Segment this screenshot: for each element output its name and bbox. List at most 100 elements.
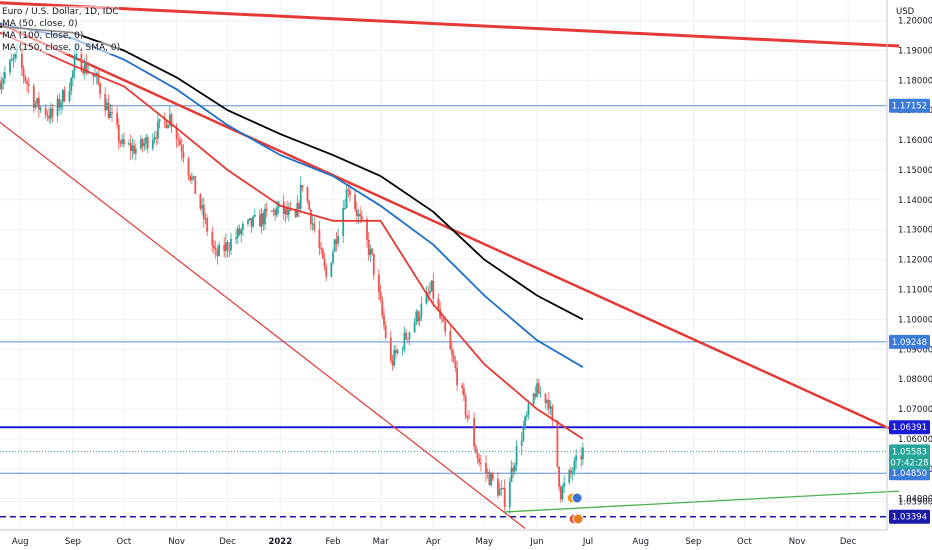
- candle-body: [354, 194, 356, 210]
- candle-body: [206, 218, 209, 232]
- candle-body: [49, 108, 52, 119]
- candle-body: [44, 107, 47, 116]
- candle-body: [250, 218, 253, 227]
- candle-body: [97, 73, 100, 84]
- x-tick-label: Jun: [529, 537, 543, 547]
- candle-body: [56, 98, 59, 116]
- candle-body: [325, 266, 328, 277]
- candle-body: [264, 208, 266, 225]
- candle-body: [140, 139, 142, 149]
- event-marker-icon: [572, 513, 584, 525]
- candle-body: [464, 395, 467, 416]
- candle-body: [265, 208, 268, 211]
- candle-body: [427, 292, 430, 294]
- candle-body: [498, 489, 501, 496]
- candle-body: [133, 145, 135, 154]
- currency-label: USD: [896, 7, 915, 17]
- candle-body: [301, 185, 304, 188]
- candle-body: [211, 231, 214, 246]
- time-axis[interactable]: Aug Sep Oct Nov Dec 2022 Feb Mar Apr May Jun Jul Aug…: [12, 537, 857, 547]
- x-tick-label: Dec: [840, 537, 857, 547]
- x-tick-label: Oct: [737, 537, 752, 547]
- candle-body: [175, 127, 178, 139]
- candle-body: [463, 388, 465, 396]
- candle-body: [73, 57, 76, 71]
- candle-body: [361, 216, 363, 220]
- candle-body: [357, 213, 360, 217]
- candle-body: [151, 139, 154, 149]
- horizontal-levels: [0, 105, 887, 518]
- candle-body: [546, 400, 549, 403]
- y-tick-label: 1.07000: [898, 405, 932, 415]
- indicator-ma50[interactable]: MA (50, close, 0): [2, 18, 78, 30]
- candle-body: [153, 137, 156, 140]
- candle-body: [558, 466, 560, 487]
- candle-body: [311, 223, 314, 225]
- candle-body: [182, 152, 185, 159]
- last-price-tag: [889, 444, 930, 470]
- candle-body: [94, 75, 96, 77]
- candle-body: [452, 354, 455, 362]
- price-tag: [889, 98, 930, 113]
- candle-body: [165, 119, 168, 129]
- candle-body: [111, 112, 113, 114]
- candle-body: [157, 121, 159, 139]
- candle-body: [515, 445, 518, 466]
- candle-body: [456, 367, 458, 386]
- candle-body: [503, 488, 506, 507]
- candle-body: [260, 213, 263, 227]
- candle-body: [454, 361, 457, 368]
- price-tag: [889, 420, 930, 435]
- candle-body: [405, 332, 407, 339]
- candle-body: [179, 140, 181, 145]
- candle-body: [320, 248, 322, 250]
- candle-body: [508, 482, 511, 507]
- candle-body: [63, 89, 66, 101]
- candle-body: [415, 311, 418, 323]
- candle-body: [570, 470, 572, 473]
- x-tick-label: Apr: [426, 537, 441, 547]
- price-tag-label: 1.03394: [892, 513, 927, 523]
- candle-body: [46, 115, 49, 117]
- candle-body: [396, 350, 399, 354]
- candle-body: [238, 228, 241, 235]
- candle-body: [355, 209, 358, 217]
- candle-body: [180, 144, 183, 153]
- candle-body: [134, 148, 137, 154]
- candle-body: [372, 253, 375, 275]
- candle-body: [216, 249, 219, 257]
- candle-body: [242, 223, 244, 230]
- candle-body: [391, 360, 394, 366]
- candle-body: [116, 112, 118, 125]
- candle-body: [393, 350, 396, 366]
- candle-body: [121, 139, 124, 144]
- y-tick-label: 1.11000: [898, 285, 932, 295]
- candle-body: [308, 201, 311, 210]
- candle-body: [347, 189, 350, 191]
- candle-body: [310, 209, 312, 225]
- candle-body: [60, 102, 62, 108]
- candle-body: [474, 446, 477, 453]
- candle-body: [107, 102, 110, 119]
- candle-body: [26, 81, 28, 84]
- candle-body: [556, 420, 559, 467]
- candle-body: [109, 112, 112, 119]
- candle-body: [466, 415, 469, 418]
- candle-body: [573, 460, 576, 473]
- candle-body: [14, 53, 16, 58]
- candle-body: [425, 292, 428, 304]
- y-tick-label: 1.20000: [898, 17, 932, 27]
- candle-body: [371, 248, 373, 254]
- candle-body: [490, 473, 492, 486]
- y-tick-label: 1.09000: [898, 345, 932, 355]
- moving-average-line: [0, 22, 584, 368]
- candle-body: [34, 104, 37, 108]
- candle-body: [155, 137, 158, 139]
- symbol-title[interactable]: Euro / U.S. Dollar, 1D, IDC: [2, 6, 119, 18]
- indicator-ma150[interactable]: MA (150, close, 0, SMA, 0): [2, 42, 121, 54]
- candle-body: [235, 237, 237, 240]
- indicator-ma100[interactable]: MA (100, close, 0): [2, 30, 84, 42]
- candle-body: [38, 98, 40, 110]
- candle-body: [168, 114, 171, 126]
